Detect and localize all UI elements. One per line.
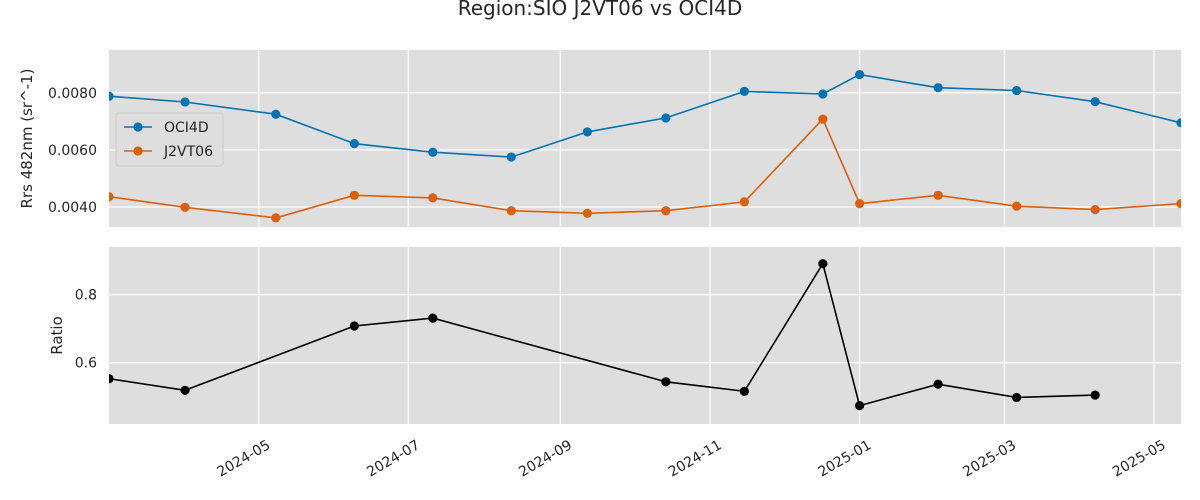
data-point-j2vt06 (933, 190, 943, 200)
y-tick-label: 0.0080 (48, 86, 97, 102)
data-point-ratio (818, 259, 828, 269)
x-tick-label: 2025-03 (960, 437, 1019, 480)
data-point-ratio (428, 313, 438, 323)
y-tick-label: 0.0040 (48, 200, 97, 216)
legend-label: J2VT06 (163, 144, 213, 160)
data-point-j2vt06 (428, 193, 438, 203)
data-point-oci4d (739, 86, 749, 96)
data-point-oci4d (109, 91, 114, 101)
series-group-2 (109, 259, 1100, 411)
data-point-j2vt06 (180, 202, 190, 212)
data-point-ratio (855, 401, 865, 411)
data-point-j2vt06 (582, 208, 592, 218)
data-point-oci4d (271, 109, 281, 119)
x-tick-label: 2024-07 (364, 437, 423, 480)
data-point-oci4d (506, 152, 516, 162)
legend-swatch-marker (133, 146, 143, 156)
y-axis-label: Rrs 482nm (sr^-1) (18, 69, 36, 209)
data-point-ratio (349, 321, 359, 331)
data-point-oci4d (582, 127, 592, 137)
data-point-j2vt06 (1090, 204, 1100, 215)
data-point-oci4d (349, 139, 359, 149)
data-point-oci4d (661, 113, 671, 123)
y-tick-label: 0.8 (75, 288, 97, 304)
x-tick-label: 2025-05 (1110, 437, 1169, 480)
x-tick-label: 2024-11 (666, 437, 725, 480)
data-point-j2vt06 (818, 114, 828, 124)
data-point-oci4d (1090, 97, 1100, 107)
data-point-ratio (1090, 390, 1100, 400)
data-point-j2vt06 (109, 192, 114, 202)
data-point-ratio (180, 385, 190, 395)
data-point-j2vt06 (661, 206, 671, 216)
data-point-j2vt06 (1176, 198, 1181, 209)
data-point-j2vt06 (739, 197, 749, 207)
data-point-ratio (739, 386, 749, 396)
chart-title: Region:SIO J2VT06 vs OCI4D (458, 0, 743, 20)
x-tick-label: 2024-09 (516, 437, 575, 480)
x-tick-label: 2025-01 (816, 437, 875, 480)
data-point-j2vt06 (1012, 201, 1022, 211)
x-tick-label: 2024-05 (215, 437, 274, 480)
series-group-1 (109, 69, 1181, 223)
data-point-ratio (1012, 392, 1022, 403)
data-point-oci4d (1176, 118, 1181, 128)
data-point-oci4d (1012, 85, 1022, 96)
data-point-oci4d (933, 83, 943, 93)
plot-area-1 (109, 50, 1181, 227)
data-point-ratio (109, 374, 114, 384)
data-point-oci4d (180, 97, 190, 107)
y-tick-label: 0.0060 (48, 143, 97, 159)
legend-swatch-marker (133, 122, 143, 132)
data-point-j2vt06 (349, 190, 359, 200)
data-point-j2vt06 (855, 198, 865, 209)
data-point-j2vt06 (271, 213, 281, 223)
data-point-oci4d (855, 69, 865, 80)
data-point-oci4d (428, 147, 438, 157)
data-point-j2vt06 (506, 206, 516, 216)
data-point-ratio (933, 379, 943, 389)
data-point-oci4d (818, 89, 828, 99)
y-tick-label: 0.6 (75, 356, 97, 372)
y-axis-label: Ratio (48, 316, 66, 355)
data-point-ratio (661, 377, 671, 387)
legend-label: OCI4D (164, 120, 209, 136)
